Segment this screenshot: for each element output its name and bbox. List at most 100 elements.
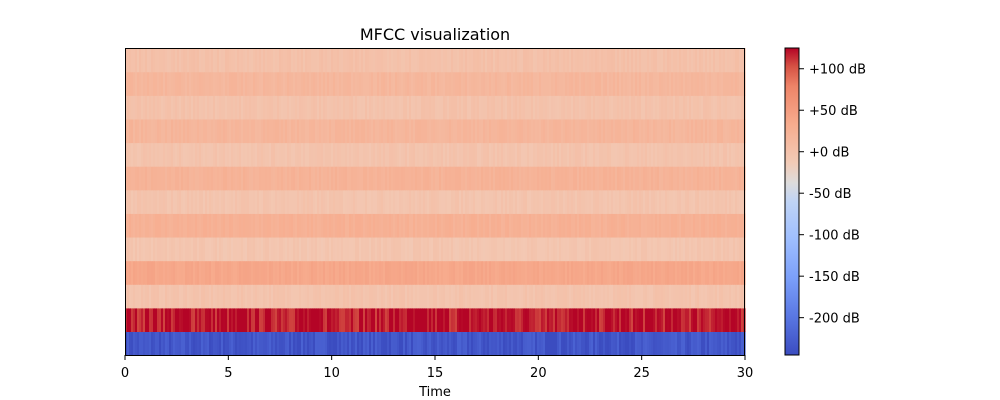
heatmap-cell xyxy=(367,284,370,309)
heatmap-cell xyxy=(521,166,524,191)
heatmap-cell xyxy=(319,142,322,167)
heatmap-cell xyxy=(635,213,638,238)
heatmap-cell xyxy=(675,48,678,73)
heatmap-cell xyxy=(247,95,250,120)
heatmap-cell xyxy=(735,71,738,96)
heatmap-cell xyxy=(477,95,480,120)
heatmap-cell xyxy=(495,236,498,262)
heatmap-cell xyxy=(401,331,404,356)
heatmap-cell xyxy=(709,48,712,73)
heatmap-cell xyxy=(699,95,702,120)
heatmap-cell xyxy=(449,95,452,120)
heatmap-cell xyxy=(513,213,516,238)
heatmap-cell xyxy=(281,166,284,191)
heatmap-cell xyxy=(619,213,622,238)
heatmap-cell xyxy=(301,118,304,144)
heatmap-cell xyxy=(399,331,402,356)
heatmap-cell xyxy=(323,71,326,96)
heatmap-cell xyxy=(561,331,564,356)
heatmap-cell xyxy=(517,95,520,120)
heatmap-cell xyxy=(225,71,228,96)
heatmap-cell xyxy=(443,307,446,332)
heatmap-cell xyxy=(567,189,570,214)
heatmap-cell xyxy=(403,142,406,167)
heatmap-cell xyxy=(335,284,338,309)
heatmap-cell xyxy=(247,284,250,309)
heatmap-cell xyxy=(429,118,432,144)
heatmap-cell xyxy=(521,48,524,73)
heatmap-cell xyxy=(279,48,282,73)
heatmap-cell xyxy=(359,260,362,285)
heatmap-cell xyxy=(389,95,392,120)
heatmap-cell xyxy=(533,189,536,214)
heatmap-cell xyxy=(477,307,480,332)
heatmap-cell xyxy=(209,260,212,285)
heatmap-cell xyxy=(475,118,478,144)
heatmap-cell xyxy=(325,71,328,96)
heatmap-cell xyxy=(595,307,598,332)
heatmap-cell xyxy=(611,307,614,332)
heatmap-cell xyxy=(159,142,162,167)
heatmap-cell xyxy=(597,95,600,120)
heatmap-cell xyxy=(175,142,178,167)
heatmap-cell xyxy=(191,118,194,144)
heatmap-cell xyxy=(325,95,328,120)
heatmap-cell xyxy=(537,142,540,167)
heatmap-cell xyxy=(439,260,442,285)
heatmap-cell xyxy=(235,71,238,96)
heatmap-cell xyxy=(353,213,356,238)
heatmap-cell xyxy=(615,95,618,120)
heatmap-cell xyxy=(693,95,696,120)
heatmap-cell xyxy=(247,213,250,238)
heatmap-cell xyxy=(695,189,698,214)
heatmap-cell xyxy=(461,95,464,120)
heatmap-cell xyxy=(421,95,424,120)
heatmap-cell xyxy=(319,331,322,356)
heatmap-cell xyxy=(295,71,298,96)
heatmap-cell xyxy=(497,189,500,214)
heatmap-cell xyxy=(125,71,128,96)
heatmap-cell xyxy=(711,213,714,238)
heatmap-cell xyxy=(469,48,472,73)
heatmap-cell xyxy=(217,118,220,144)
heatmap-cell xyxy=(575,166,578,191)
heatmap-cell xyxy=(241,213,244,238)
heatmap-cell xyxy=(423,260,426,285)
heatmap-cell xyxy=(677,142,680,167)
heatmap-cell xyxy=(347,284,350,309)
heatmap-cell xyxy=(259,331,262,356)
heatmap-cell xyxy=(483,142,486,167)
heatmap-cell xyxy=(291,236,294,262)
heatmap-cell xyxy=(289,142,292,167)
heatmap-cell xyxy=(317,71,320,96)
heatmap-cell xyxy=(583,95,586,120)
heatmap-cell xyxy=(417,71,420,96)
heatmap-cell xyxy=(173,284,176,309)
heatmap-cell xyxy=(731,331,734,356)
heatmap-cell xyxy=(265,189,268,214)
heatmap-cell xyxy=(635,48,638,73)
heatmap-cell xyxy=(305,307,308,332)
heatmap-cell xyxy=(335,213,338,238)
heatmap-cell xyxy=(239,236,242,262)
heatmap-cell xyxy=(325,236,328,262)
heatmap-cell xyxy=(361,189,364,214)
heatmap-cell xyxy=(125,48,128,73)
heatmap-cell xyxy=(359,284,362,309)
heatmap-cell xyxy=(307,307,310,332)
heatmap-cell xyxy=(601,48,604,73)
heatmap-cell xyxy=(223,284,226,309)
heatmap-cell xyxy=(211,189,214,214)
heatmap-cell xyxy=(461,260,464,285)
heatmap-cell xyxy=(255,236,258,262)
heatmap-cell xyxy=(165,260,168,285)
heatmap-cell xyxy=(573,48,576,73)
heatmap-cell xyxy=(275,213,278,238)
heatmap-cell xyxy=(237,307,240,332)
heatmap-cell xyxy=(287,95,290,120)
heatmap-cell xyxy=(503,236,506,262)
heatmap-cell xyxy=(381,307,384,332)
heatmap-cell xyxy=(429,236,432,262)
heatmap-cell xyxy=(435,95,438,120)
heatmap-cell xyxy=(615,213,618,238)
